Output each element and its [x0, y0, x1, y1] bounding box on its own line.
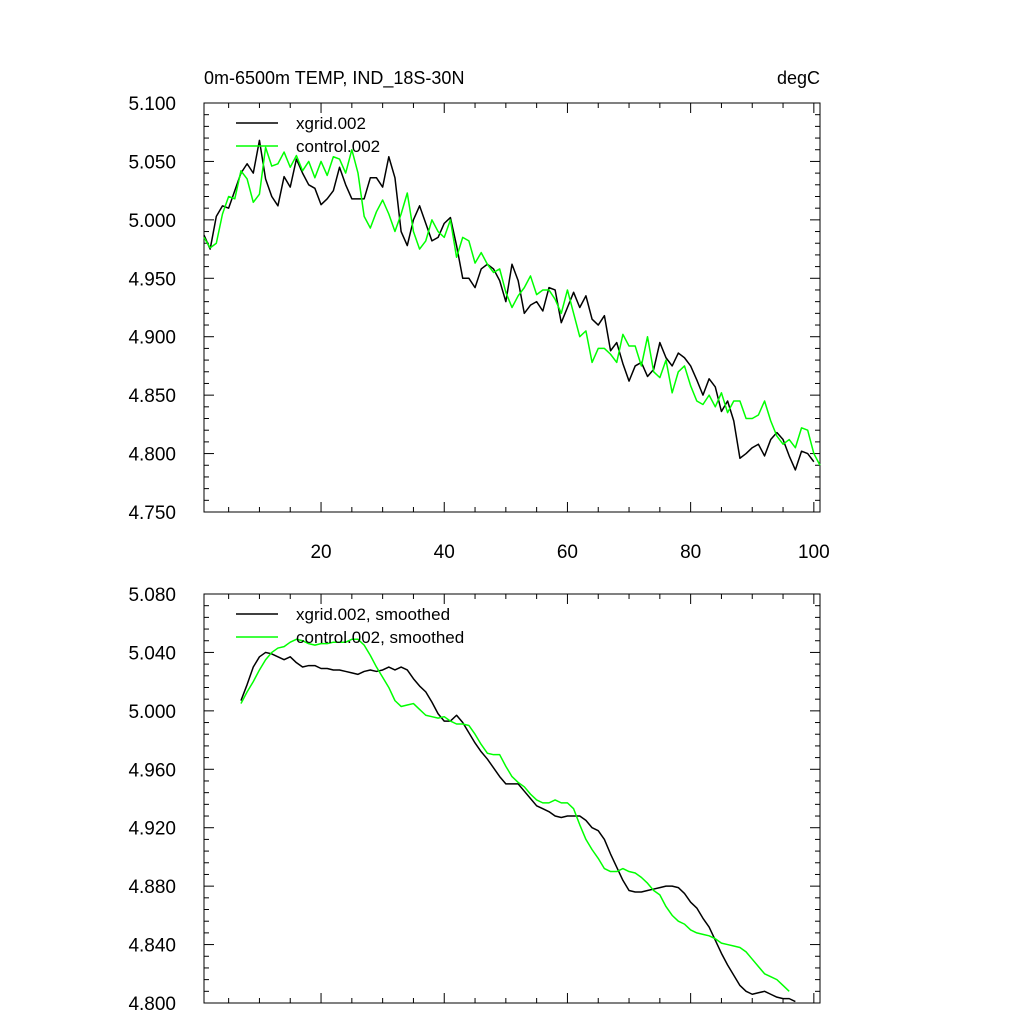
y-tick-label: 4.850 [128, 386, 176, 407]
units-label: degC [777, 68, 820, 88]
y-tick-label: 5.080 [128, 585, 176, 606]
legend-label: control.002, smoothed [296, 628, 464, 647]
plot-title: 0m-6500m TEMP, IND_18S-30N [204, 68, 464, 89]
y-tick-label: 4.800 [128, 445, 176, 466]
y-tick-label: 4.880 [128, 877, 176, 898]
y-tick-label: 4.960 [128, 760, 176, 781]
y-tick-label: 4.950 [128, 269, 176, 290]
x-tick-label: 100 [798, 542, 830, 563]
y-tick-label: 5.100 [128, 94, 176, 115]
series-line-xgrid [203, 139, 815, 471]
y-tick-label: 5.040 [128, 643, 176, 664]
series-line-control [203, 146, 821, 466]
plot-frame [203, 102, 821, 513]
x-tick-label: 40 [434, 542, 455, 563]
x-tick-label: 60 [557, 542, 578, 563]
y-tick-label: 4.920 [128, 819, 176, 840]
y-tick-label: 5.000 [128, 702, 176, 723]
series-line-xgrid [240, 651, 796, 1003]
y-tick-label: 5.050 [128, 152, 176, 173]
y-tick-label: 4.840 [128, 936, 176, 957]
y-tick-label: 4.750 [128, 503, 176, 524]
legend-label: xgrid.002, smoothed [296, 605, 450, 624]
legend-label: control.002 [296, 137, 380, 156]
legend-label: xgrid.002 [296, 114, 366, 133]
x-tick-label: 20 [310, 542, 331, 563]
y-tick-label: 5.000 [128, 211, 176, 232]
bottom-chart-panel: 5.080 5.040 5.000 4.960 4.920 4.880 4.840 4.800… [128, 585, 821, 1015]
series-line-control [240, 638, 790, 992]
y-tick-label: 4.800 [128, 994, 176, 1015]
top-chart-panel: 5.100 5.050 5.000 4.950 4.900 4.850 4.800 4.750… [128, 94, 829, 563]
plot-frame [203, 593, 821, 1004]
y-tick-label: 4.900 [128, 328, 176, 349]
x-tick-label: 80 [680, 542, 701, 563]
